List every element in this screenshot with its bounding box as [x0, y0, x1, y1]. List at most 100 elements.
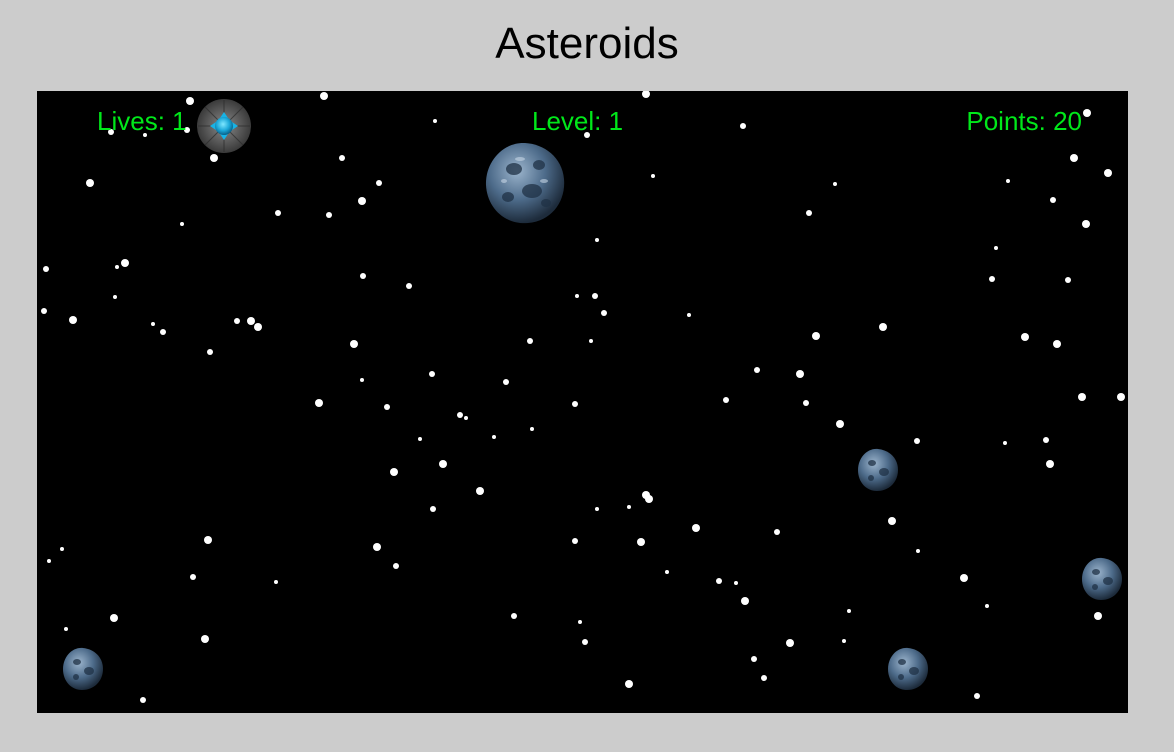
- asteroid-large: [485, 142, 565, 224]
- star: [113, 295, 117, 299]
- lives-counter: Lives: 1: [97, 106, 187, 136]
- starfield: [41, 91, 1125, 703]
- asteroid-small: [888, 647, 928, 690]
- star: [589, 339, 593, 343]
- star: [358, 197, 366, 205]
- points-counter: Points: 20: [966, 106, 1082, 136]
- star: [582, 639, 588, 645]
- star: [879, 323, 887, 331]
- star: [842, 639, 846, 643]
- star: [1083, 109, 1091, 117]
- star: [108, 129, 114, 135]
- star: [1117, 393, 1125, 401]
- star: [601, 310, 607, 316]
- star: [1070, 154, 1078, 162]
- star: [86, 179, 94, 187]
- star: [687, 313, 691, 317]
- star: [326, 212, 332, 218]
- star: [320, 92, 328, 100]
- star: [1043, 437, 1049, 443]
- star: [43, 266, 49, 272]
- star: [751, 656, 757, 662]
- star: [803, 400, 809, 406]
- star: [960, 574, 968, 582]
- star: [384, 404, 390, 410]
- star: [492, 435, 496, 439]
- star: [274, 580, 278, 584]
- star: [994, 246, 998, 250]
- asteroid-small: [858, 448, 898, 491]
- star: [665, 570, 669, 574]
- star: [572, 538, 578, 544]
- star: [761, 675, 767, 681]
- star: [1006, 179, 1010, 183]
- star: [1104, 169, 1112, 177]
- star: [430, 506, 436, 512]
- game-canvas[interactable]: Lives: 1 Level: 1 Points: 20: [37, 91, 1128, 713]
- star: [47, 559, 51, 563]
- star: [595, 238, 599, 242]
- star: [360, 378, 364, 382]
- star: [429, 371, 435, 377]
- star: [716, 578, 722, 584]
- star: [637, 538, 645, 546]
- star: [627, 505, 631, 509]
- star: [916, 549, 920, 553]
- page-title: Asteroids: [495, 19, 679, 68]
- star: [275, 210, 281, 216]
- star: [254, 323, 262, 331]
- star: [572, 401, 578, 407]
- star: [651, 174, 655, 178]
- star: [180, 222, 184, 226]
- star: [439, 460, 447, 468]
- star: [723, 397, 729, 403]
- star: [1094, 612, 1102, 620]
- star: [64, 627, 68, 631]
- star: [315, 399, 323, 407]
- star: [121, 259, 129, 267]
- star: [201, 635, 209, 643]
- star: [339, 155, 345, 161]
- star: [190, 574, 196, 580]
- star: [210, 154, 218, 162]
- star: [511, 613, 517, 619]
- star: [625, 680, 633, 688]
- star: [692, 524, 700, 532]
- star: [645, 495, 653, 503]
- star: [754, 367, 760, 373]
- star: [527, 338, 533, 344]
- star: [1053, 340, 1061, 348]
- star: [476, 487, 484, 495]
- star: [740, 123, 746, 129]
- star: [888, 517, 896, 525]
- star: [989, 276, 995, 282]
- star: [592, 293, 598, 299]
- spaceship-icon: [197, 99, 251, 153]
- star: [360, 273, 366, 279]
- star: [741, 597, 749, 605]
- star: [247, 317, 255, 325]
- star: [234, 318, 240, 324]
- star: [1046, 460, 1054, 468]
- star: [143, 133, 147, 137]
- star: [406, 283, 412, 289]
- star: [204, 536, 212, 544]
- star: [1065, 277, 1071, 283]
- star: [151, 322, 155, 326]
- star: [914, 438, 920, 444]
- asteroid-small: [63, 647, 103, 690]
- star: [985, 604, 989, 608]
- star: [457, 412, 463, 418]
- star: [575, 294, 579, 298]
- level-indicator: Level: 1: [532, 106, 624, 136]
- star: [530, 427, 534, 431]
- star: [642, 91, 650, 98]
- star: [796, 370, 804, 378]
- star: [584, 132, 590, 138]
- star: [464, 416, 468, 420]
- star: [578, 620, 582, 624]
- star: [774, 529, 780, 535]
- star: [1021, 333, 1029, 341]
- star: [833, 182, 837, 186]
- star: [186, 97, 194, 105]
